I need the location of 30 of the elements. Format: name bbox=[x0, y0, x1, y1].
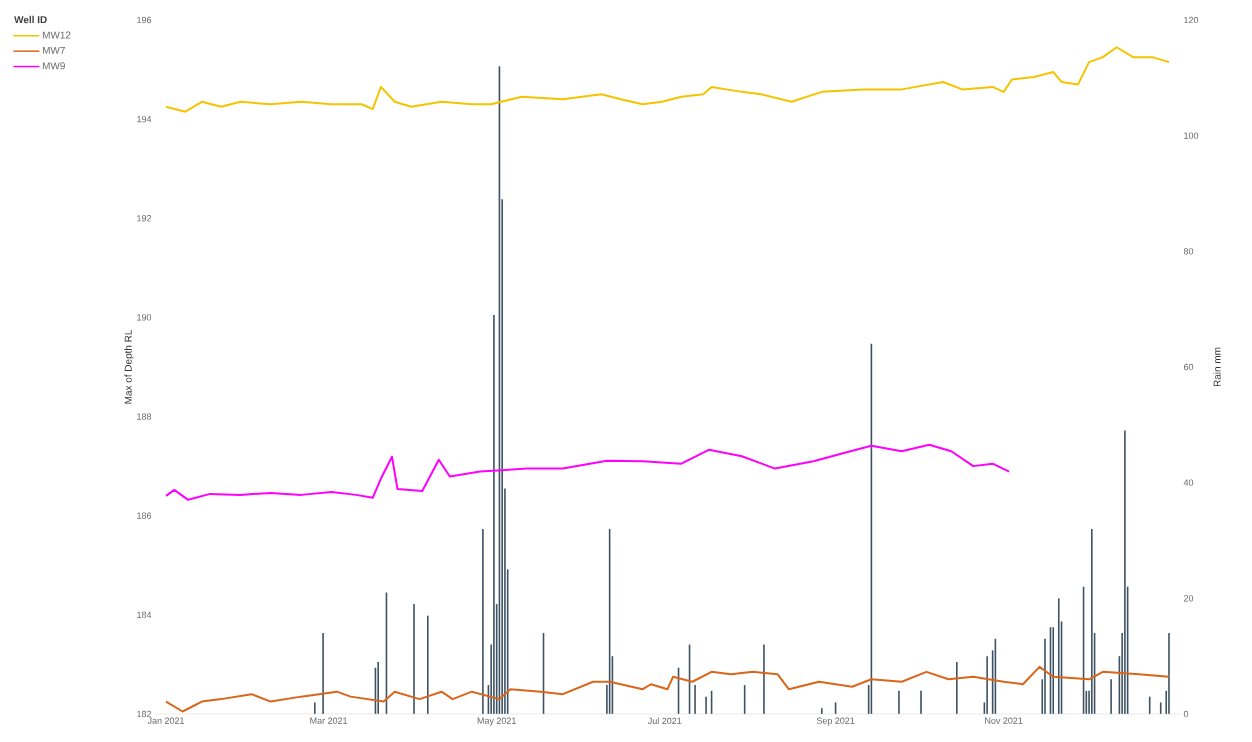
x-tick-label: May 2021 bbox=[477, 717, 516, 726]
line-series bbox=[165, 46, 1170, 113]
x-tick-label: Nov 2021 bbox=[985, 717, 1023, 724]
x-tick-label: Sep 2021 bbox=[816, 717, 855, 726]
y2-tick-label: 100 bbox=[1184, 132, 1199, 139]
y-tick-label: 188 bbox=[137, 413, 152, 420]
y-tick-label: 196 bbox=[137, 16, 152, 24]
y-axis-title: Max of Depth RL bbox=[124, 329, 134, 404]
y2-tick-label: 40 bbox=[1183, 479, 1194, 486]
y2-tick-label: 0 bbox=[1183, 710, 1189, 718]
x-tick-label: Jul 2021 bbox=[647, 717, 682, 725]
y-tick-label: 186 bbox=[137, 512, 152, 519]
legend-label: MW9 bbox=[42, 62, 65, 70]
y-tick-label: 190 bbox=[137, 314, 152, 321]
y-tick-label: 192 bbox=[137, 215, 152, 222]
x-tick-label: Mar 2021 bbox=[310, 717, 348, 724]
line-series bbox=[165, 665, 1170, 713]
y2-tick-label: 60 bbox=[1183, 363, 1194, 371]
y-tick-label: 184 bbox=[137, 611, 152, 619]
y2-tick-label: 20 bbox=[1183, 595, 1194, 602]
legend-label: MW7 bbox=[42, 46, 65, 54]
y2-tick-label: 80 bbox=[1183, 248, 1194, 255]
y2-axis-title: Rain mm bbox=[1213, 347, 1221, 387]
legend-title: Well ID bbox=[14, 15, 47, 24]
line-series bbox=[165, 443, 1011, 501]
y-tick-label: 182 bbox=[137, 710, 152, 718]
y-tick-label: 194 bbox=[137, 115, 152, 123]
legend-label: MW12 bbox=[42, 31, 71, 39]
x-tick-label: Jan 2021 bbox=[147, 717, 185, 724]
y2-tick-label: 120 bbox=[1184, 16, 1199, 24]
